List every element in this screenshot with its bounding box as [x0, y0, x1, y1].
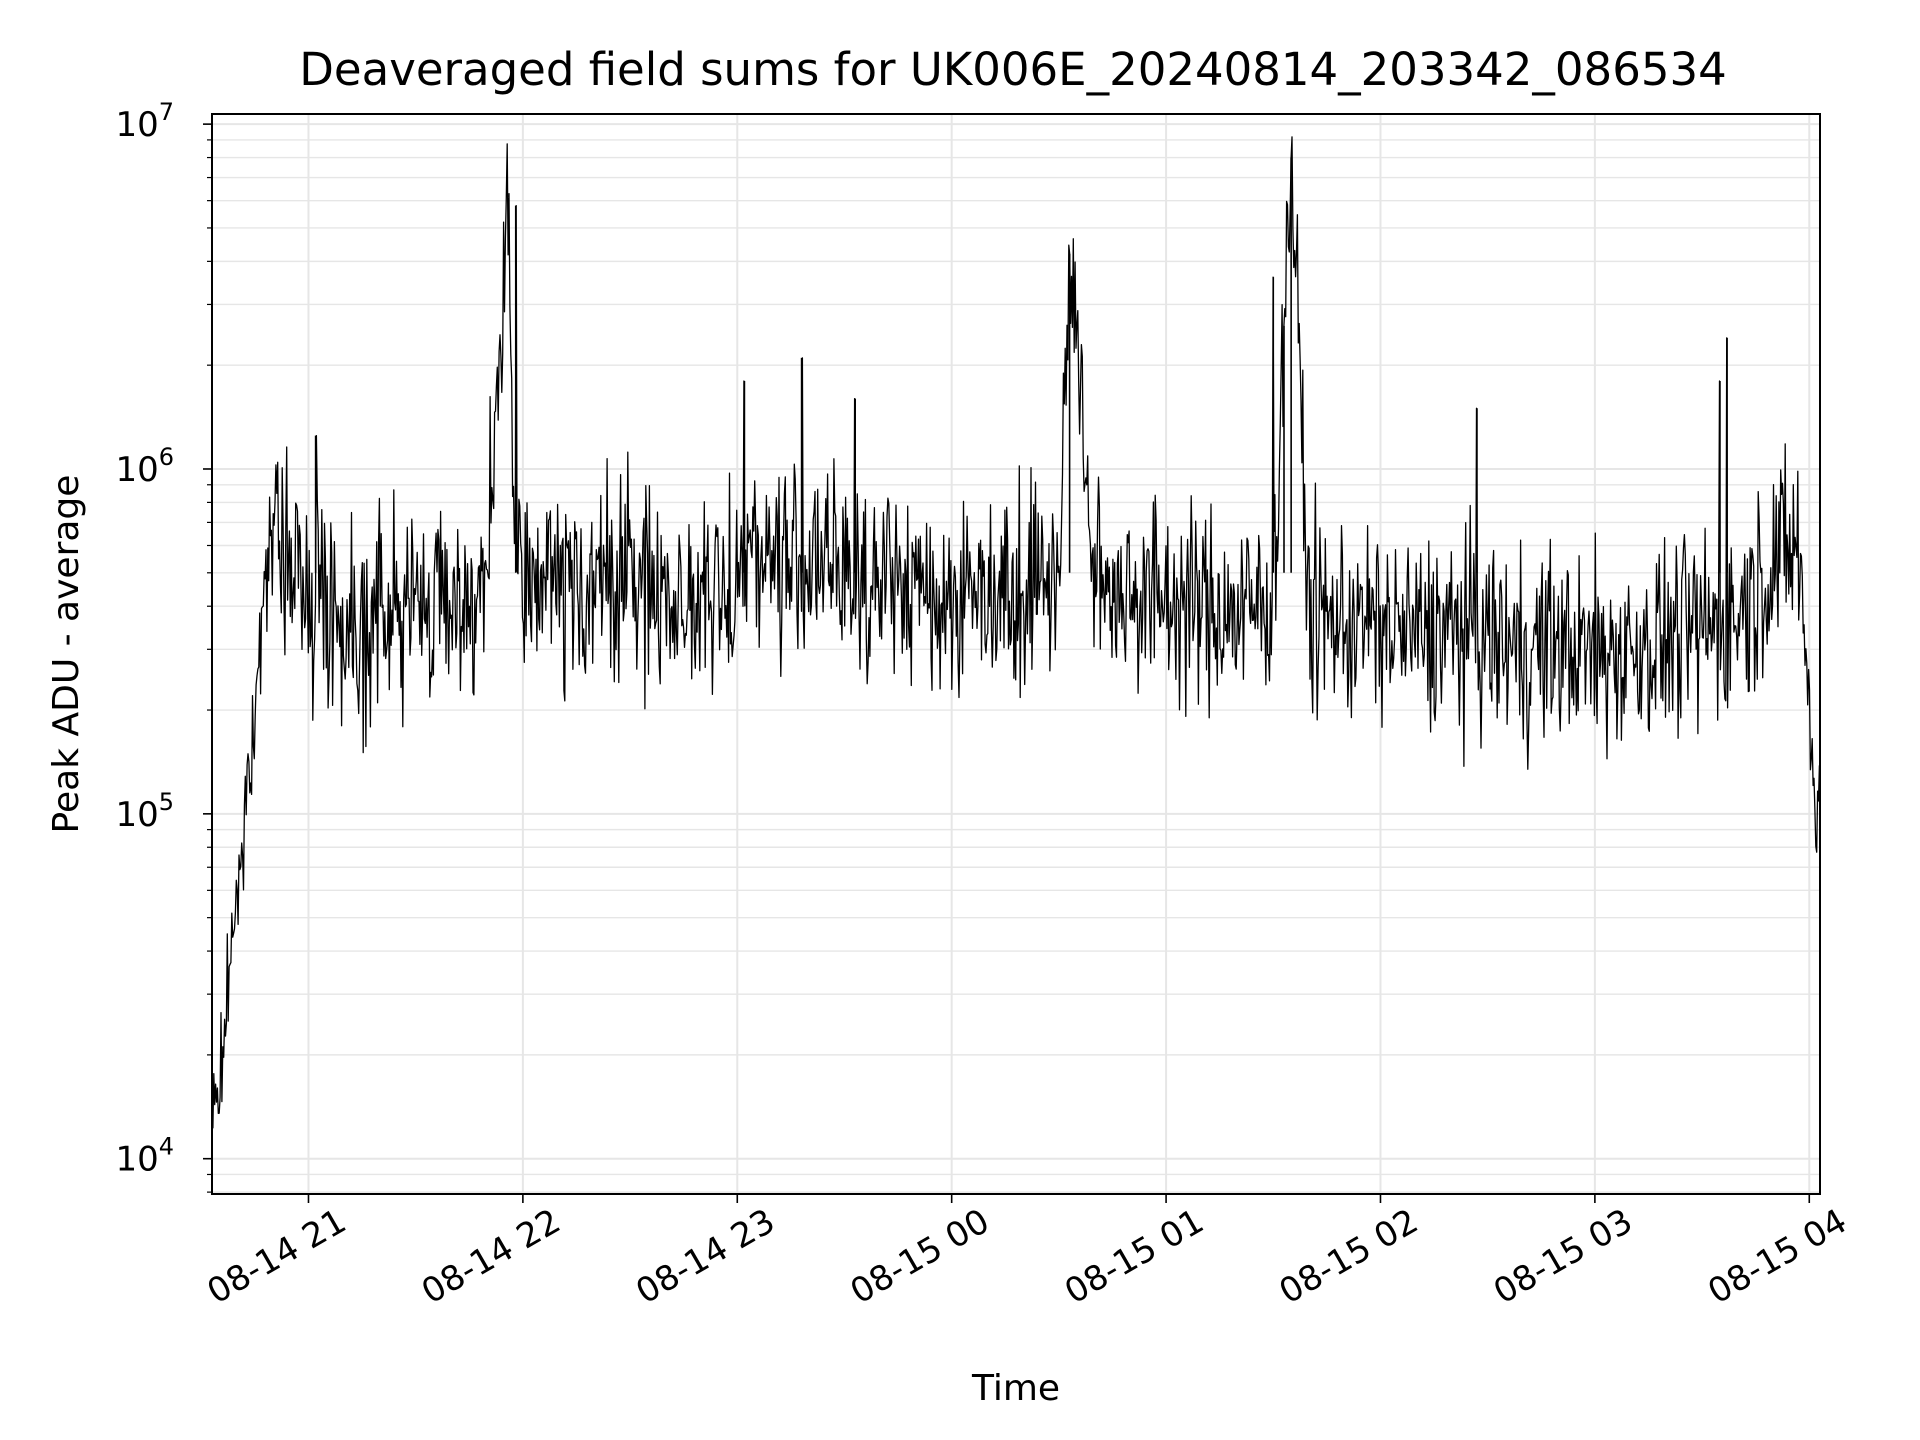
- y-tick-label: 107: [115, 98, 174, 145]
- x-tick-label: 08-15 03: [1487, 1201, 1639, 1312]
- x-tick-label: 08-14 21: [201, 1201, 353, 1312]
- y-tick-label: 105: [115, 788, 174, 835]
- x-tick-label: 08-15 04: [1701, 1201, 1853, 1312]
- plot-frame: [211, 113, 1821, 1195]
- x-axis: 08-14 21 08-14 22 08-14 23 08-15 00 08-15 01…: [201, 1194, 1854, 1312]
- x-tick-label: 08-15 00: [844, 1201, 996, 1312]
- x-tick-label: 08-15 02: [1273, 1201, 1425, 1312]
- y-tick-label: 104: [115, 1133, 174, 1180]
- x-tick-label: 08-14 23: [629, 1201, 781, 1312]
- data-series: [211, 136, 1821, 1129]
- x-axis-label: Time: [971, 1368, 1060, 1409]
- y-tick-label: 106: [115, 443, 174, 490]
- series-line: [211, 136, 1821, 1129]
- y-axis: 104 105 106 107: [115, 98, 212, 1193]
- chart-title: Deaveraged field sums for UK006E_2024081…: [299, 43, 1726, 96]
- x-tick-label: 08-14 22: [415, 1201, 567, 1312]
- y-axis-label: Peak ADU - average: [46, 475, 87, 834]
- x-tick-label: 08-15 01: [1058, 1201, 1210, 1312]
